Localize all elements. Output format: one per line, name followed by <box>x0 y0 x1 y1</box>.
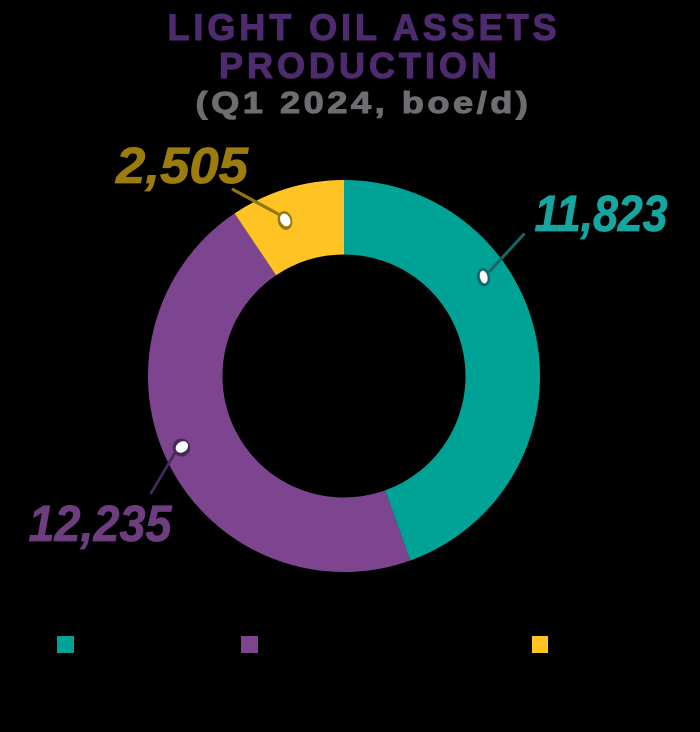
svg-text:2,505: 2,505 <box>115 137 249 194</box>
svg-text:11,823: 11,823 <box>535 185 668 242</box>
svg-text:12,235: 12,235 <box>29 495 173 552</box>
svg-text:PRODUCTION: PRODUCTION <box>219 45 501 86</box>
svg-text:(Q1 2024, boe/d): (Q1 2024, boe/d) <box>196 85 532 120</box>
svg-text:LIGHT OIL ASSETS: LIGHT OIL ASSETS <box>168 7 561 48</box>
